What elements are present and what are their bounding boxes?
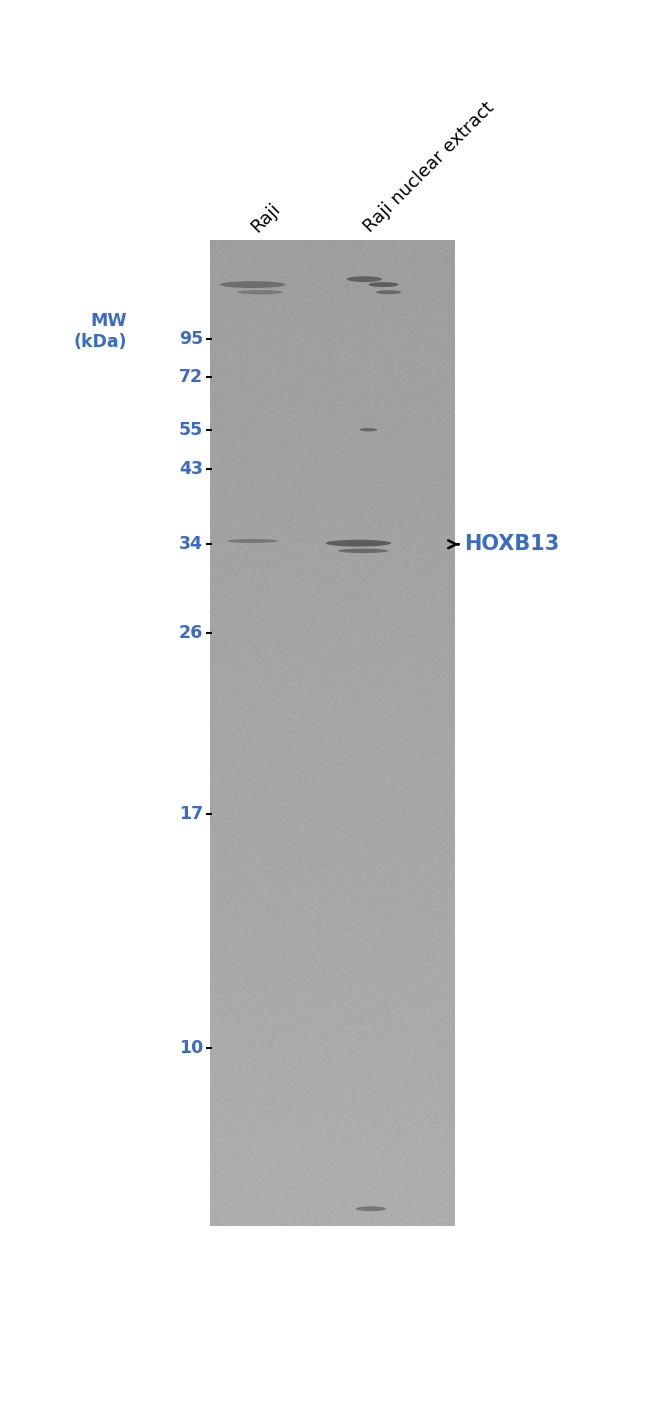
Text: Raji: Raji — [248, 200, 284, 235]
Ellipse shape — [359, 428, 377, 431]
Text: 26: 26 — [179, 623, 203, 642]
Text: 10: 10 — [179, 1039, 203, 1057]
Ellipse shape — [356, 1206, 386, 1212]
Text: 43: 43 — [179, 461, 203, 478]
Text: Raji nuclear extract: Raji nuclear extract — [361, 98, 498, 235]
Ellipse shape — [346, 276, 382, 282]
Ellipse shape — [227, 538, 278, 543]
Text: 55: 55 — [179, 421, 203, 439]
Text: 95: 95 — [179, 330, 203, 349]
Text: 17: 17 — [179, 805, 203, 823]
Text: HOXB13: HOXB13 — [464, 534, 560, 554]
Text: 72: 72 — [179, 368, 203, 387]
Ellipse shape — [237, 290, 283, 295]
Text: MW
(kDa): MW (kDa) — [73, 312, 127, 350]
Ellipse shape — [376, 290, 401, 295]
Ellipse shape — [326, 540, 391, 547]
Ellipse shape — [338, 548, 389, 553]
Ellipse shape — [220, 281, 285, 288]
Text: 34: 34 — [179, 536, 203, 553]
Ellipse shape — [369, 282, 398, 288]
